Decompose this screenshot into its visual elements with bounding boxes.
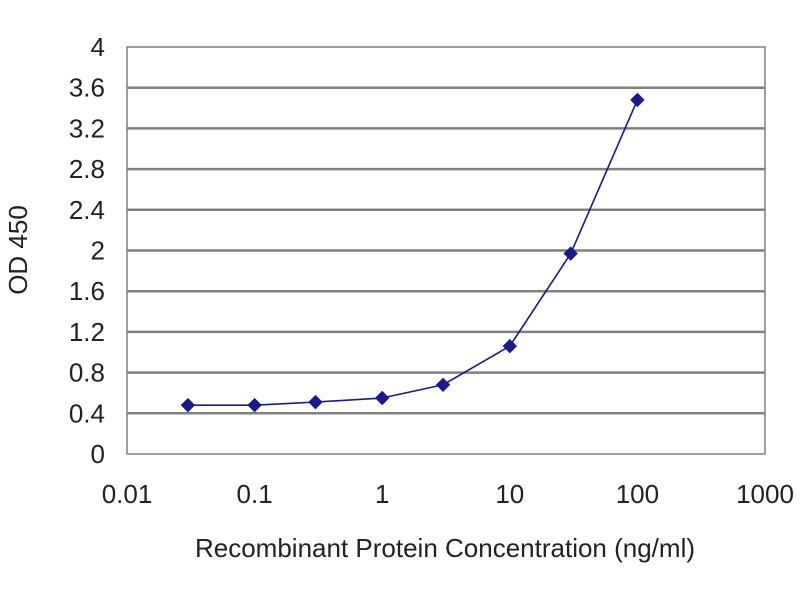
data-point	[502, 338, 518, 354]
y-tick-label: 4	[91, 32, 105, 62]
y-tick-label: 3.6	[69, 73, 105, 103]
data-point	[630, 92, 645, 108]
y-tick-label: 3.2	[69, 113, 105, 143]
data-point	[563, 246, 578, 261]
y-tick-label: 2.8	[69, 154, 105, 184]
x-tick-label: 0.1	[237, 479, 273, 509]
x-axis-tick-labels: 0.01 0.1 1 10 100 1000	[102, 479, 794, 509]
data-point	[308, 394, 323, 410]
y-axis-title: OD 450	[3, 205, 33, 295]
y-tick-label: 1.6	[69, 276, 105, 306]
y-axis-tick-labels: 0 0.4 0.8 1.2 1.6 2 2.4 2.8 3.2 3.6 4	[69, 32, 105, 469]
series-layer	[180, 92, 645, 413]
data-point	[435, 377, 451, 393]
data-point	[374, 390, 390, 406]
x-tick-label: 100	[616, 479, 659, 509]
y-tick-label: 0.4	[69, 398, 105, 428]
x-axis-title: Recombinant Protein Concentration (ng/ml…	[195, 533, 695, 563]
y-tick-label: 0.8	[69, 358, 105, 388]
y-tick-label: 0	[91, 439, 105, 469]
y-tick-label: 1.2	[69, 317, 105, 347]
x-tick-label: 1000	[736, 479, 794, 509]
y-tick-label: 2	[91, 236, 105, 266]
data-point	[180, 397, 196, 413]
x-tick-label: 0.01	[102, 479, 153, 509]
x-tick-label: 1	[375, 479, 389, 509]
data-point	[247, 397, 262, 413]
gridlines	[127, 86, 765, 415]
x-tick-label: 10	[495, 479, 524, 509]
y-tick-label: 2.4	[69, 195, 105, 225]
series-line	[187, 99, 639, 407]
